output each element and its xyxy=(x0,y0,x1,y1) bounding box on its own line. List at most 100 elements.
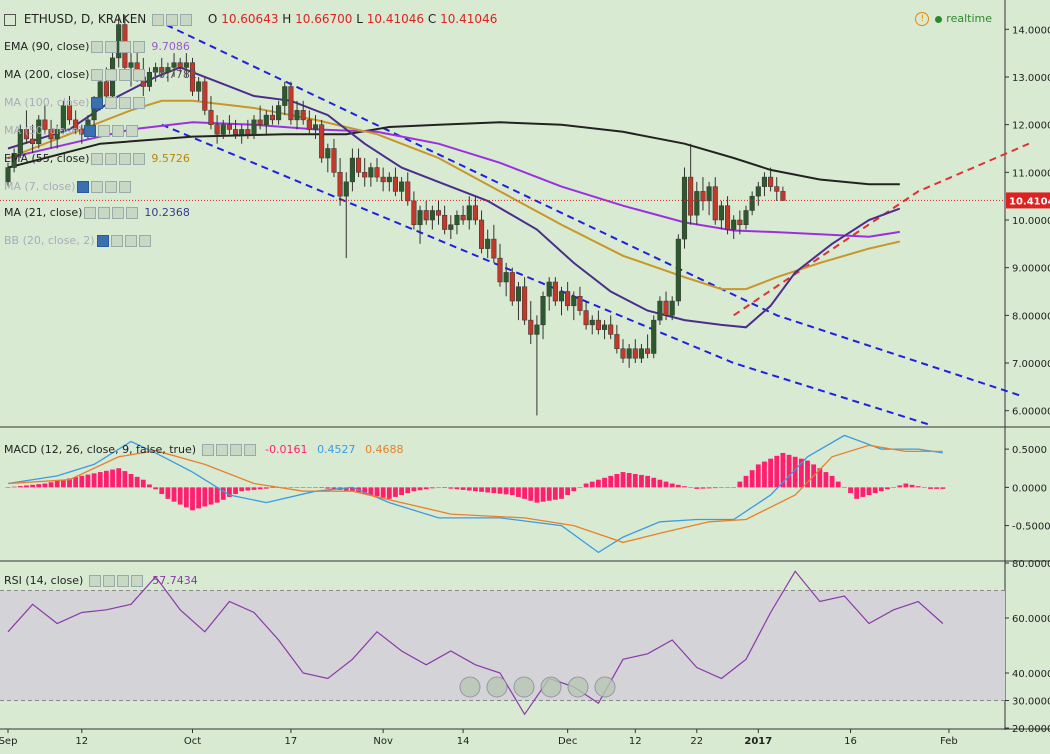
eye-icon[interactable] xyxy=(91,153,104,165)
candle[interactable] xyxy=(73,119,79,130)
candle[interactable] xyxy=(429,210,435,221)
candle[interactable] xyxy=(589,319,595,326)
warning-icon[interactable]: ! xyxy=(915,12,930,26)
candle[interactable] xyxy=(460,214,466,221)
candle[interactable] xyxy=(405,181,411,202)
close-icon[interactable] xyxy=(126,207,139,219)
candle[interactable] xyxy=(688,176,694,216)
zoom-in-icon[interactable] xyxy=(567,676,589,698)
indicator-legend-label[interactable]: MA (200, close) xyxy=(4,68,90,81)
plus-icon[interactable] xyxy=(119,97,132,109)
step-back-icon[interactable] xyxy=(486,676,508,698)
candle[interactable] xyxy=(638,348,645,359)
candle[interactable] xyxy=(657,300,663,321)
candle[interactable] xyxy=(466,205,472,221)
candle[interactable] xyxy=(251,119,257,135)
candle[interactable] xyxy=(595,319,601,330)
candle[interactable] xyxy=(608,324,614,335)
close-icon[interactable] xyxy=(126,125,139,137)
indicator-legend-label[interactable]: MA (21, close) xyxy=(4,206,83,219)
candle[interactable] xyxy=(153,67,159,73)
candle[interactable] xyxy=(731,219,737,230)
settings-icon[interactable] xyxy=(215,444,228,456)
candle[interactable] xyxy=(755,186,761,197)
eye-icon[interactable] xyxy=(91,97,104,109)
candle[interactable] xyxy=(694,191,700,216)
candle[interactable] xyxy=(761,176,768,187)
candle[interactable] xyxy=(300,110,306,121)
plus-icon[interactable] xyxy=(124,235,137,247)
eye-icon[interactable] xyxy=(201,444,214,456)
candle[interactable] xyxy=(165,67,171,73)
step-forward-icon[interactable] xyxy=(594,676,616,698)
eye-icon[interactable] xyxy=(152,13,165,26)
reset-icon[interactable] xyxy=(540,676,562,698)
close-icon[interactable] xyxy=(133,69,146,81)
settings-icon[interactable] xyxy=(105,41,118,53)
candle[interactable] xyxy=(558,291,565,302)
candle[interactable] xyxy=(60,105,66,130)
settings-icon[interactable] xyxy=(166,13,179,26)
indicator-legend-label[interactable]: MA (100, close) xyxy=(4,96,90,109)
candle[interactable] xyxy=(177,62,183,68)
candle[interactable] xyxy=(534,324,540,335)
plus-icon[interactable] xyxy=(119,41,132,53)
candle[interactable] xyxy=(663,300,669,316)
candle[interactable] xyxy=(54,129,60,140)
candle[interactable] xyxy=(515,286,522,302)
candle[interactable] xyxy=(294,110,300,121)
candle[interactable] xyxy=(417,210,423,226)
candle[interactable] xyxy=(128,62,134,68)
candle[interactable] xyxy=(583,310,589,326)
candle[interactable] xyxy=(282,86,288,106)
candle[interactable] xyxy=(226,124,232,130)
plus-icon[interactable] xyxy=(112,125,125,137)
candle[interactable] xyxy=(392,176,398,192)
candle[interactable] xyxy=(196,81,202,92)
rsi-legend-label[interactable]: RSI (14, close) xyxy=(4,574,84,587)
candle[interactable] xyxy=(276,105,282,121)
candle[interactable] xyxy=(245,129,251,135)
candle[interactable] xyxy=(497,257,503,283)
candle[interactable] xyxy=(774,186,780,192)
candle[interactable] xyxy=(66,105,73,121)
settings-icon[interactable] xyxy=(110,235,123,247)
candle[interactable] xyxy=(263,114,269,125)
eye-icon[interactable] xyxy=(84,207,97,219)
candle[interactable] xyxy=(780,191,786,201)
candle[interactable] xyxy=(485,238,491,249)
candle[interactable] xyxy=(675,238,681,302)
candle[interactable] xyxy=(79,129,85,135)
candle[interactable] xyxy=(645,348,651,354)
settings-icon[interactable] xyxy=(105,69,118,81)
candle[interactable] xyxy=(435,210,442,216)
settings-icon[interactable] xyxy=(105,97,118,109)
candle[interactable] xyxy=(319,124,325,159)
candle[interactable] xyxy=(706,186,712,202)
candle[interactable] xyxy=(380,176,386,183)
candle[interactable] xyxy=(522,286,528,321)
close-icon[interactable] xyxy=(119,181,132,193)
candle[interactable] xyxy=(626,348,632,359)
candle[interactable] xyxy=(399,181,405,192)
plus-icon[interactable] xyxy=(112,207,125,219)
candle[interactable] xyxy=(620,348,626,359)
candle[interactable] xyxy=(442,214,448,230)
candle[interactable] xyxy=(448,224,454,230)
candle[interactable] xyxy=(479,219,485,249)
candle[interactable] xyxy=(239,129,245,135)
candle[interactable] xyxy=(288,86,294,121)
plus-icon[interactable] xyxy=(119,153,132,165)
candle[interactable] xyxy=(183,62,189,68)
candle[interactable] xyxy=(503,272,509,283)
symbol-label[interactable]: ETHUSD, D, KRAKEN xyxy=(23,12,147,26)
candle[interactable] xyxy=(306,119,312,130)
candle[interactable] xyxy=(17,129,23,154)
candle[interactable] xyxy=(23,129,29,140)
candle[interactable] xyxy=(36,119,42,144)
candle[interactable] xyxy=(146,71,152,87)
candle[interactable] xyxy=(331,148,337,173)
candle[interactable] xyxy=(312,124,319,130)
